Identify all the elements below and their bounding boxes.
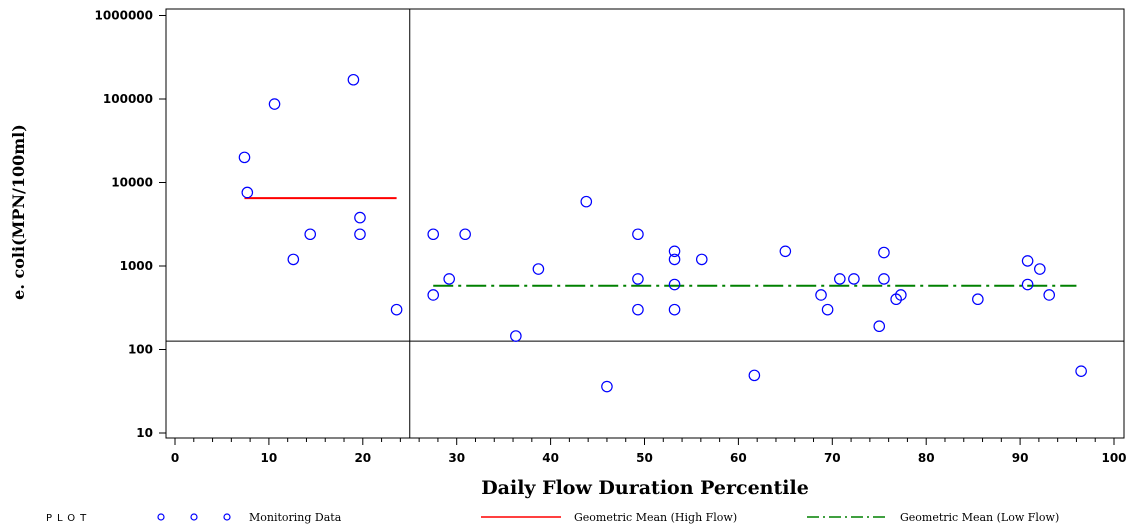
data-point [878, 246, 890, 259]
y-tick-label: 10 [136, 426, 153, 440]
x-axis-title: Daily Flow Duration Percentile [481, 477, 809, 499]
y-axis: 10 100 1000 10000 100000 1000000 [95, 9, 166, 440]
legend-marker-circle [190, 513, 198, 521]
data-point [532, 263, 545, 275]
y-tick-label: 1000000 [95, 9, 153, 23]
data-point [695, 253, 708, 266]
legend-marker-circle [157, 513, 165, 521]
data-point [779, 245, 792, 258]
reference-lines [166, 9, 1124, 438]
data-point [972, 293, 984, 306]
data-point [1021, 278, 1034, 291]
data-point [834, 273, 846, 285]
data-point [443, 273, 455, 285]
data-point [459, 228, 471, 241]
x-tick-label: 70 [824, 451, 841, 465]
data-point [1075, 365, 1087, 377]
legend-item-geomean-low: Geometric Mean (Low Flow) [807, 511, 1059, 524]
legend-item-monitoring-data: Monitoring Data [157, 511, 342, 524]
legend-label-monitoring-data: Monitoring Data [249, 511, 342, 524]
y-tick-label: 10000 [111, 176, 153, 190]
legend: PLOT Monitoring Data Geometric Mean (Hig… [46, 511, 1059, 524]
y-axis-title: e. coli(MPN/100ml) [9, 124, 28, 300]
data-point [287, 253, 300, 266]
data-point [580, 195, 593, 208]
data-point [427, 289, 440, 301]
data-point [748, 369, 761, 382]
x-tick-label: 20 [354, 451, 371, 465]
x-tick-label: 80 [918, 451, 935, 465]
x-tick-label: 30 [448, 451, 465, 465]
data-point [895, 289, 907, 301]
data-point [304, 228, 317, 241]
x-tick-label: 100 [1101, 451, 1126, 465]
data-point [347, 73, 360, 86]
data-point [668, 245, 681, 258]
y-tick-label: 1000 [120, 259, 153, 273]
x-tick-label: 60 [730, 451, 747, 465]
data-point [632, 303, 644, 316]
legend-label-geomean-high: Geometric Mean (High Flow) [574, 511, 737, 524]
chart-marks [238, 73, 1087, 393]
data-point [390, 303, 403, 316]
data-point [1034, 263, 1046, 275]
data-point [632, 228, 644, 241]
x-tick-label: 10 [261, 451, 278, 465]
data-point [878, 273, 890, 285]
data-point [821, 303, 834, 316]
data-point [873, 320, 886, 333]
legend-key-label: PLOT [46, 513, 91, 524]
data-point [354, 228, 366, 241]
data-point [632, 273, 644, 285]
data-point [668, 278, 681, 291]
data-point [668, 253, 681, 266]
legend-marker-circle [223, 513, 231, 521]
data-point [848, 273, 860, 285]
x-tick-label: 90 [1012, 451, 1029, 465]
y-tick-label: 100 [128, 343, 153, 357]
x-tick-label: 50 [636, 451, 653, 465]
x-tick-label: 40 [542, 451, 559, 465]
data-point [1043, 289, 1056, 301]
data-point [815, 289, 827, 301]
data-point [238, 151, 251, 164]
legend-label-geomean-low: Geometric Mean (Low Flow) [900, 511, 1059, 524]
legend-item-geomean-high: Geometric Mean (High Flow) [481, 511, 737, 524]
data-point [427, 228, 440, 241]
x-axis: 0 10 20 30 40 50 60 70 80 90 100 [171, 438, 1127, 465]
data-point [268, 98, 281, 110]
data-point [241, 186, 254, 199]
data-point [354, 211, 366, 224]
y-tick-label: 100000 [103, 92, 153, 106]
data-point [668, 303, 681, 316]
data-point [1021, 255, 1034, 267]
data-point [601, 380, 613, 393]
x-tick-label: 0 [171, 451, 179, 465]
data-point [510, 330, 522, 342]
